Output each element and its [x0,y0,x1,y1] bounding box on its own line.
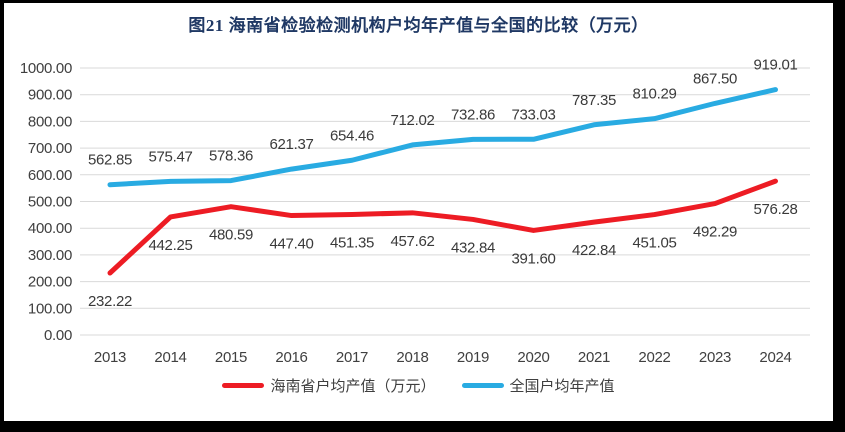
svg-text:600.00: 600.00 [28,167,72,184]
national-line-marker-icon [461,383,504,388]
svg-text:0.00: 0.00 [44,327,72,344]
svg-text:2017: 2017 [336,349,368,366]
legend-label-national: 全国户均年产值 [509,378,615,395]
svg-text:2016: 2016 [275,349,307,366]
legend-item-hainan: 海南省户均产值（万元） [222,375,436,396]
svg-text:578.36: 578.36 [209,148,253,165]
svg-text:2013: 2013 [94,349,126,366]
legend-label-hainan: 海南省户均产值（万元） [270,378,436,395]
svg-text:800.00: 800.00 [28,113,72,130]
svg-text:100.00: 100.00 [28,300,72,317]
legend-item-national: 全国户均年产值 [461,375,615,396]
svg-text:733.03: 733.03 [511,106,555,123]
svg-text:787.35: 787.35 [572,92,616,109]
hainan-line-marker-icon [222,383,265,388]
svg-text:232.22: 232.22 [88,293,132,310]
chart-title: 图21 海南省检验检测机构户均年产值与全国的比较（万元） [188,16,649,35]
svg-text:300.00: 300.00 [28,247,72,264]
svg-text:451.35: 451.35 [330,234,374,251]
svg-text:919.01: 919.01 [753,57,797,74]
svg-text:732.86: 732.86 [451,106,495,123]
svg-text:500.00: 500.00 [28,194,72,211]
svg-text:480.59: 480.59 [209,227,253,244]
svg-text:810.29: 810.29 [632,86,676,103]
svg-text:2022: 2022 [638,349,670,366]
svg-text:900.00: 900.00 [28,87,72,104]
svg-text:2020: 2020 [517,349,549,366]
chart-legend: 海南省户均产值（万元） 全国户均年产值 [4,375,833,396]
svg-text:451.05: 451.05 [632,235,676,252]
svg-text:442.25: 442.25 [148,237,192,254]
svg-text:2023: 2023 [699,349,731,366]
svg-text:400.00: 400.00 [28,220,72,237]
svg-text:562.85: 562.85 [88,152,132,169]
svg-text:654.46: 654.46 [330,127,374,144]
svg-text:391.60: 391.60 [511,250,555,267]
svg-text:2019: 2019 [457,349,489,366]
svg-text:492.29: 492.29 [693,224,737,241]
svg-text:200.00: 200.00 [28,274,72,291]
svg-text:422.84: 422.84 [572,242,616,259]
svg-text:457.62: 457.62 [390,233,434,250]
svg-text:2018: 2018 [396,349,428,366]
line-chart: 1000.00 900.00 800.00 700.00 600.00 500.00 400… [20,57,810,366]
svg-text:575.47: 575.47 [148,148,192,165]
svg-text:2024: 2024 [759,349,791,366]
svg-text:576.28: 576.28 [753,201,797,218]
chart-canvas: 图21 海南省检验检测机构户均年产值与全国的比较（万元） 1000.00 900.… [4,3,833,421]
svg-text:447.40: 447.40 [269,236,313,253]
svg-text:700.00: 700.00 [28,140,72,157]
svg-text:712.02: 712.02 [390,112,434,129]
svg-text:2014: 2014 [154,349,186,366]
svg-text:2015: 2015 [215,349,247,366]
svg-text:432.84: 432.84 [451,239,495,256]
svg-text:2021: 2021 [578,349,610,366]
svg-text:1000.00: 1000.00 [20,60,72,77]
svg-text:867.50: 867.50 [693,70,737,87]
svg-text:621.37: 621.37 [269,136,313,153]
